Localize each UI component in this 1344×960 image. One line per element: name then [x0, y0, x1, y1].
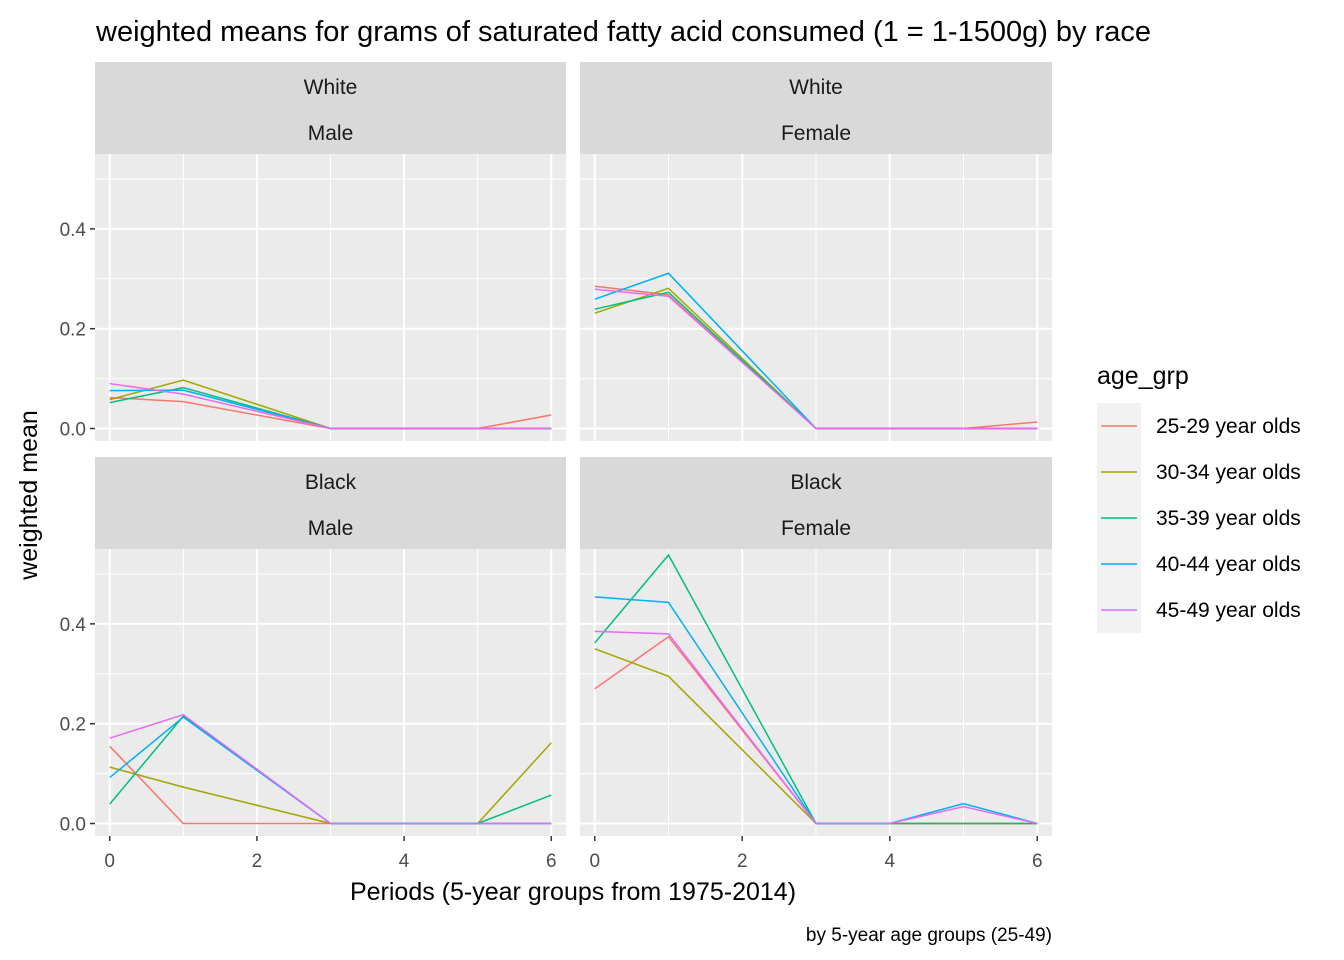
- facet-strip: [580, 457, 1052, 549]
- x-axis-title: Periods (5-year groups from 1975-2014): [350, 878, 796, 906]
- strip-label-sex: Female: [781, 517, 851, 540]
- y-tick-label: 0.4: [60, 220, 87, 241]
- strip-label-sex: Male: [308, 122, 354, 145]
- strip-label-race: Black: [305, 471, 357, 494]
- panel-black-female: Black Female 0 2 4 6: [580, 457, 1052, 872]
- y-tick-label: 0.0: [60, 420, 86, 441]
- series-line-45-49: [109, 713, 552, 825]
- y-tick-label: 0.4: [60, 615, 87, 636]
- facet-strip: [95, 62, 566, 154]
- legend-label: 25-29 year olds: [1156, 415, 1301, 438]
- legend-item: 40-44 year olds: [1097, 541, 1301, 587]
- legend-label: 30-34 year olds: [1156, 461, 1301, 484]
- y-tick-label: 0.2: [60, 320, 86, 341]
- legend-item: 30-34 year olds: [1097, 449, 1301, 495]
- legend-label: 45-49 year olds: [1156, 599, 1301, 622]
- y-axis-title: weighted mean: [15, 410, 43, 581]
- x-tick-label: 6: [1032, 851, 1043, 872]
- legend-item: 25-29 year olds: [1097, 403, 1301, 449]
- strip-label-race: White: [304, 76, 358, 99]
- legend: age_grp 25-29 year olds 30-34 year olds 35…: [1097, 362, 1301, 633]
- x-tick-label: 4: [399, 851, 410, 872]
- x-tick-label: 0: [589, 851, 600, 872]
- series-line-45-49: [594, 288, 1038, 430]
- panels: White Male 0.0 0.2 0.4 White Female Black Male 0.…: [60, 62, 1052, 872]
- x-tick-label: 6: [546, 851, 557, 872]
- caption: by 5-year age groups (25-49): [806, 925, 1052, 946]
- legend-label: 35-39 year olds: [1156, 507, 1301, 530]
- y-tick-label: 0.0: [60, 815, 86, 836]
- x-tick-label: 2: [252, 851, 263, 872]
- panel-black-male: Black Male 0.0 0.2 0.4 0 2 4 6: [60, 457, 566, 872]
- legend-label: 40-44 year olds: [1156, 553, 1301, 576]
- legend-item: 45-49 year olds: [1097, 587, 1301, 633]
- series-line-45-49: [109, 382, 552, 430]
- series-line-45-49: [594, 630, 1038, 825]
- strip-label-race: White: [789, 76, 843, 99]
- strip-label-race: Black: [790, 471, 842, 494]
- panel-white-female: White Female: [580, 62, 1052, 441]
- x-tick-label: 4: [884, 851, 895, 872]
- panel-white-male: White Male 0.0 0.2 0.4: [60, 62, 566, 441]
- facet-strip: [580, 62, 1052, 154]
- legend-title: age_grp: [1097, 362, 1189, 390]
- facet-strip: [95, 457, 566, 549]
- strip-label-sex: Male: [308, 517, 354, 540]
- strip-label-sex: Female: [781, 122, 851, 145]
- legend-item: 35-39 year olds: [1097, 495, 1301, 541]
- chart-title: weighted means for grams of saturated fa…: [95, 16, 1151, 48]
- y-tick-label: 0.2: [60, 715, 86, 736]
- x-tick-label: 2: [737, 851, 748, 872]
- x-tick-label: 0: [104, 851, 115, 872]
